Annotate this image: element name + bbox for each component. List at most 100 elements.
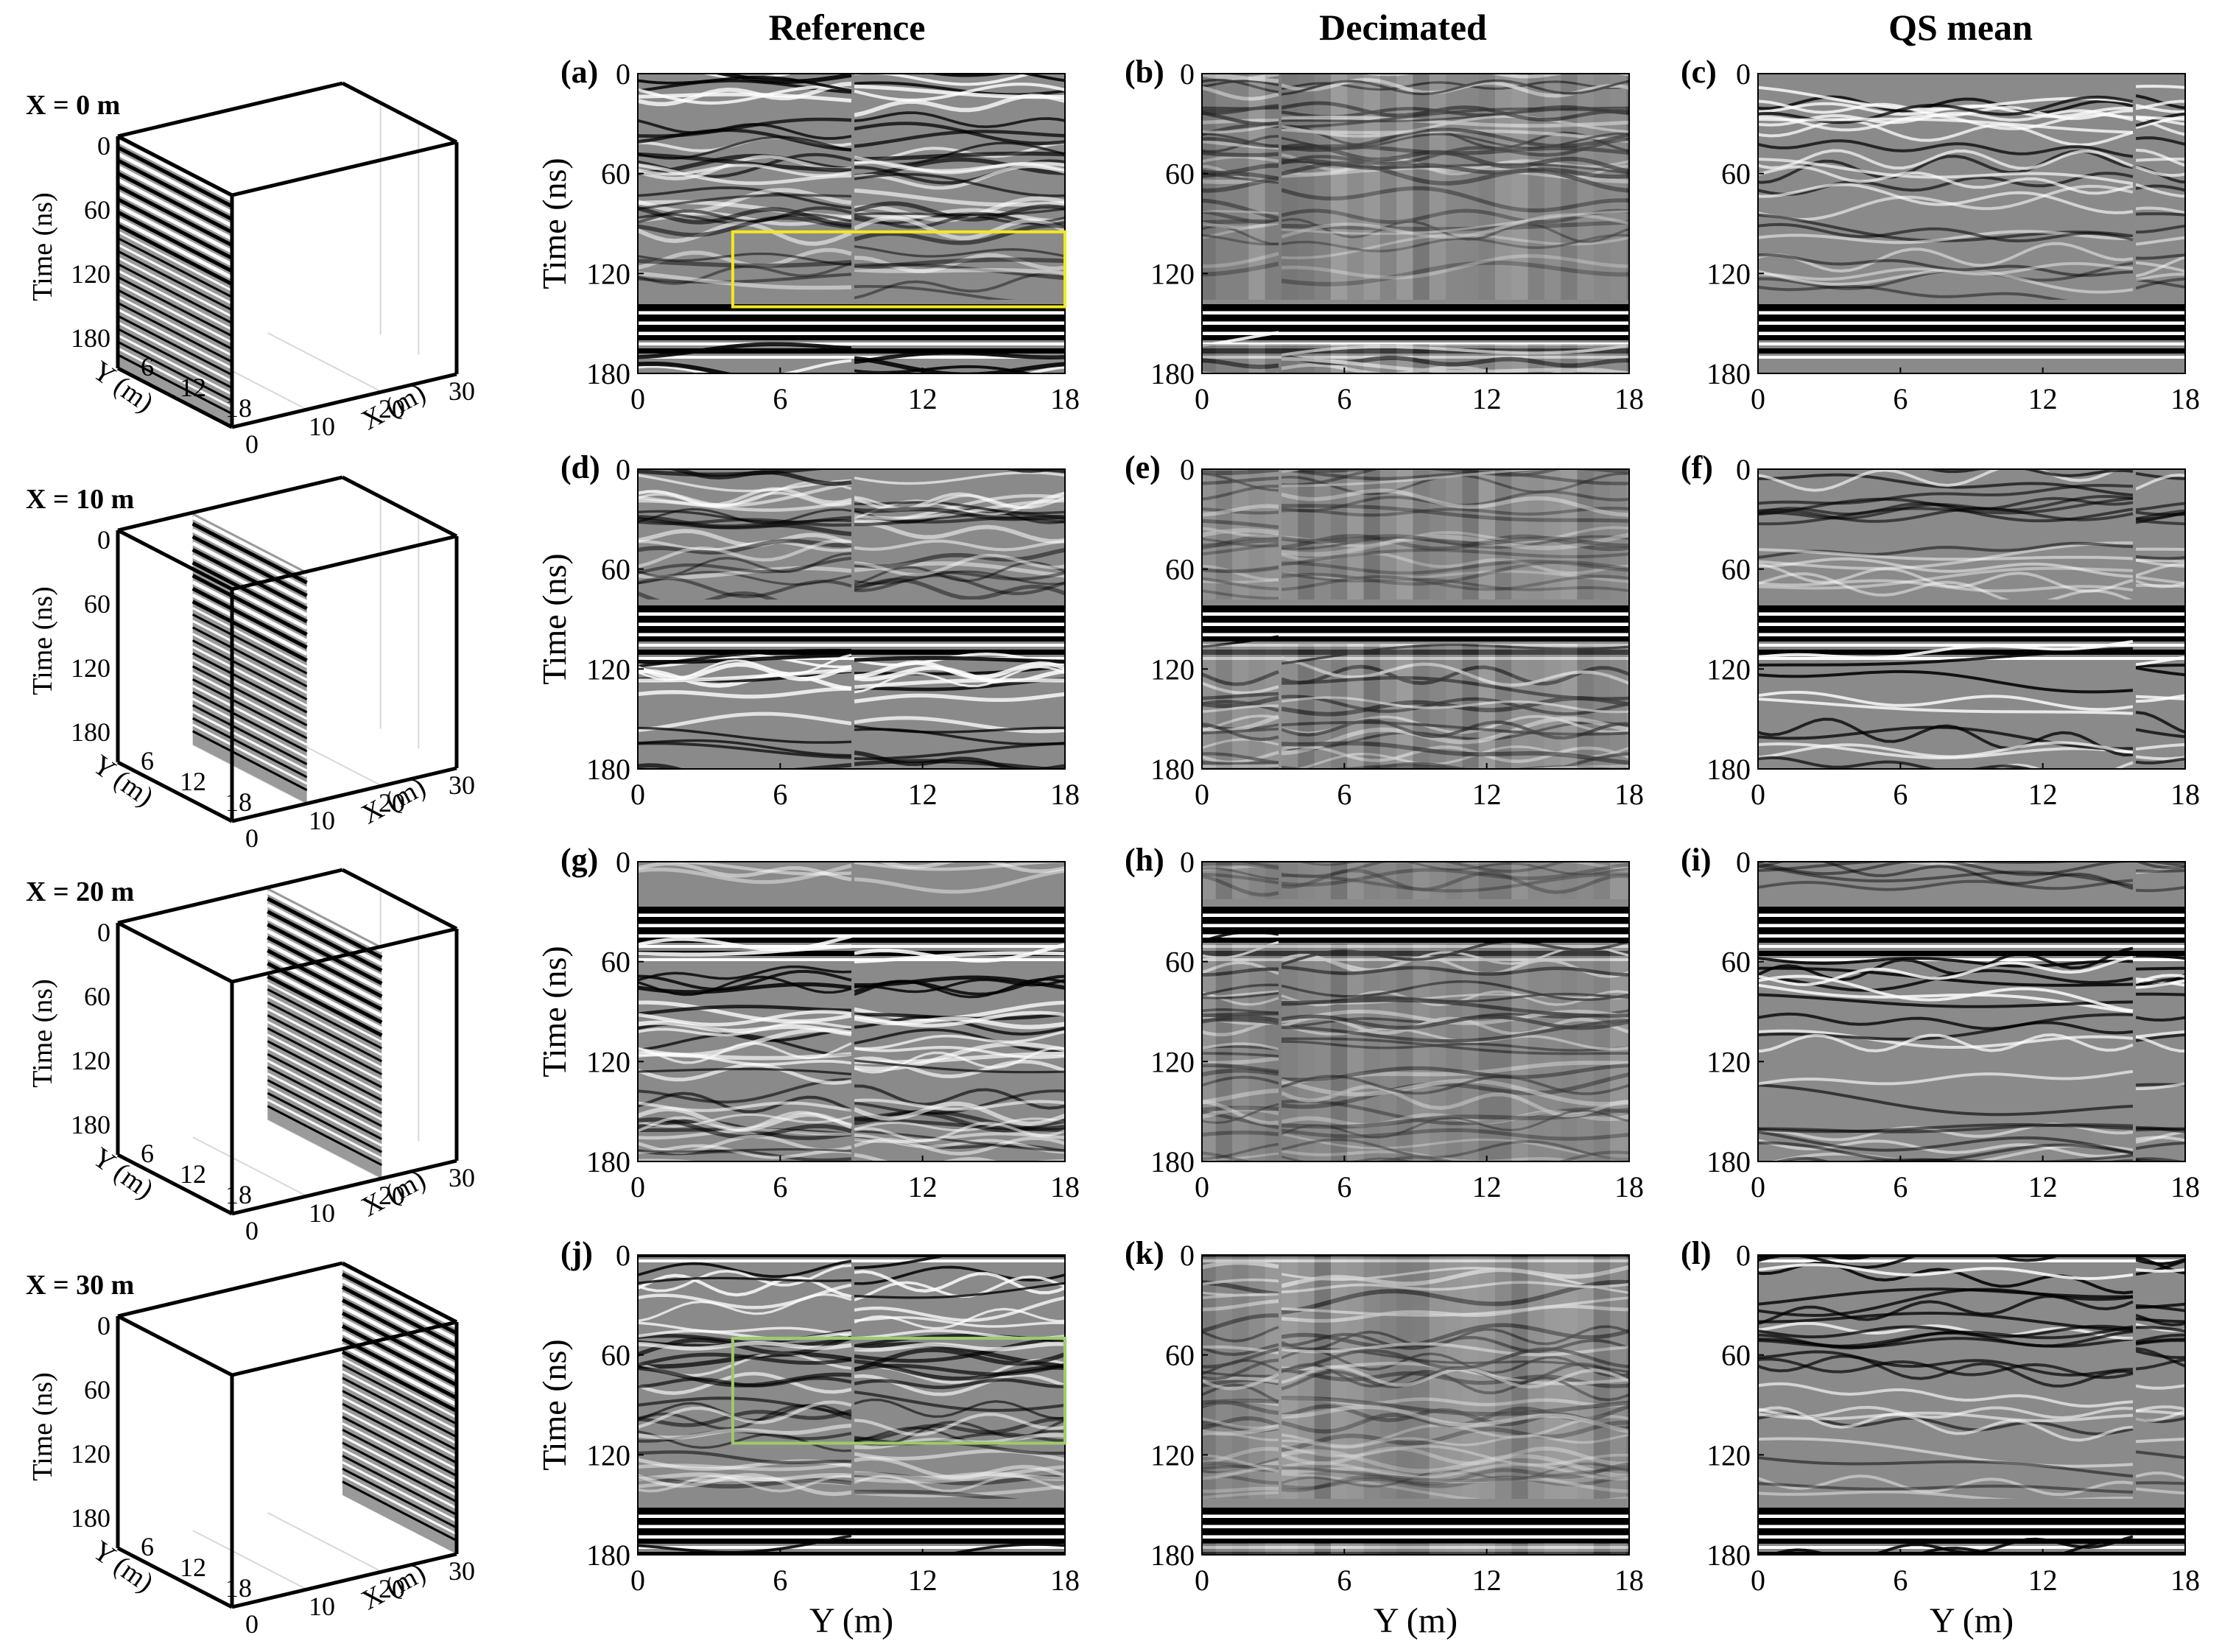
slice-reflector xyxy=(267,1053,383,1114)
panel-letter: (h) xyxy=(1125,842,1164,878)
slice-reflector xyxy=(267,961,383,1024)
y-tick-label: 120 xyxy=(1706,653,1751,686)
x-tick-label: 6 xyxy=(773,1170,787,1203)
y-axis-label: Time (ns) xyxy=(535,946,573,1078)
slice-reflector xyxy=(341,1298,458,1361)
slice-reflector xyxy=(117,308,233,370)
slice-reflector xyxy=(117,256,233,318)
cube-edge xyxy=(231,140,457,197)
x-tick-label: 0 xyxy=(630,1564,645,1597)
x-tick-label: 0 xyxy=(1751,778,1765,811)
radargram-image xyxy=(1758,1255,2185,1555)
y-tick-label: 60 xyxy=(1721,553,1751,586)
y3d-tick-label: 12 xyxy=(180,1553,206,1582)
panel-frame xyxy=(637,861,1066,1162)
radargram-image xyxy=(1202,469,1629,769)
x3d-tick-label: 30 xyxy=(449,1163,475,1192)
cube-edge xyxy=(116,366,233,429)
slice-reflector xyxy=(117,314,233,376)
slice-radargram xyxy=(191,513,308,804)
slice-reflector xyxy=(267,1020,383,1082)
x-tick-label: 6 xyxy=(1893,1564,1908,1597)
y-tick-label: 0 xyxy=(616,1239,630,1272)
x-tick-label: 12 xyxy=(908,1170,938,1203)
y-tick-label: 60 xyxy=(1165,946,1195,979)
y-tick-label: 60 xyxy=(601,1339,630,1372)
slice-reflector xyxy=(191,633,308,695)
slice-reflector xyxy=(342,1416,457,1477)
slice-reflector xyxy=(267,974,383,1037)
z-tick-label: 60 xyxy=(84,195,110,225)
slice-reflector xyxy=(191,593,308,656)
x-tick-label: 6 xyxy=(1337,382,1351,415)
slice-reflector xyxy=(191,723,308,785)
panel-letter: (k) xyxy=(1125,1235,1164,1271)
x-tick-label: 6 xyxy=(1337,1170,1351,1203)
panel-frame xyxy=(1757,861,2186,1162)
y-tick-label: 60 xyxy=(1165,158,1195,191)
slice-reflector xyxy=(191,652,308,714)
x3d-tick-label: 0 xyxy=(245,429,259,459)
y-axis-label: Time (ns) xyxy=(535,553,573,685)
cube-edge xyxy=(116,134,233,197)
x3d-tick-label: 10 xyxy=(309,1592,335,1621)
y-tick-label: 180 xyxy=(1150,1145,1195,1178)
z-tick-label: 60 xyxy=(84,982,110,1011)
y3d-tick-label: 6 xyxy=(141,352,154,382)
x-axis-label: Y (m) xyxy=(1374,1601,1458,1640)
slice-reflector xyxy=(116,191,233,253)
x-tick-label: 0 xyxy=(630,382,645,415)
x-tick-label: 0 xyxy=(1195,1170,1209,1203)
y-tick-label: 60 xyxy=(1721,158,1751,191)
x3d-tick-label: 0 xyxy=(245,823,259,853)
slice-reflector xyxy=(191,535,308,597)
column-title-reference: Reference xyxy=(768,7,926,48)
slice-reflector xyxy=(341,1279,458,1342)
x-tick-label: 18 xyxy=(1614,382,1644,415)
slice-reflector xyxy=(191,717,308,778)
x-tick-label: 18 xyxy=(1614,778,1644,811)
x-tick-label: 12 xyxy=(908,1564,938,1597)
cube-edge xyxy=(116,528,233,591)
slice-reflector xyxy=(191,548,308,611)
highlight-box-green xyxy=(731,1337,1067,1445)
y3d-tick-label: 12 xyxy=(180,1159,206,1189)
slice-reflector xyxy=(117,243,233,305)
slice-reflector xyxy=(267,1105,383,1167)
slice-reflector xyxy=(117,354,233,415)
y-tick-label: 0 xyxy=(1180,846,1195,879)
y-axis-label: Time (ns) xyxy=(535,158,573,289)
z-tick-label: 120 xyxy=(71,1046,110,1075)
panel-frame xyxy=(1757,73,2186,374)
x-tick-label: 6 xyxy=(1893,1170,1908,1203)
slice-reflector xyxy=(116,165,233,228)
slice-reflector xyxy=(267,955,383,1018)
y-tick-label: 180 xyxy=(1706,753,1751,786)
z-axis-label: Time (ns) xyxy=(27,979,58,1087)
slice-reflector xyxy=(191,665,308,727)
x3d-tick-label: 20 xyxy=(379,1181,405,1210)
y-tick-label: 180 xyxy=(586,1145,630,1178)
x3d-axis-label: X (m) xyxy=(356,1557,431,1616)
y-tick-label: 120 xyxy=(586,653,630,686)
x-tick-label: 12 xyxy=(2028,1564,2058,1597)
slice-reflector xyxy=(341,1285,458,1348)
slice-reflector xyxy=(117,328,233,389)
slice-reflector xyxy=(341,1324,458,1387)
grid-line xyxy=(192,1530,308,1590)
slice-reflector xyxy=(191,600,308,662)
x-tick-label: 12 xyxy=(908,382,938,415)
cube-edge xyxy=(116,921,233,984)
slice-reflector xyxy=(342,1402,457,1464)
radargram-image xyxy=(638,469,1065,769)
slice-reflector xyxy=(342,1357,457,1419)
y-tick-label: 120 xyxy=(1706,257,1751,290)
